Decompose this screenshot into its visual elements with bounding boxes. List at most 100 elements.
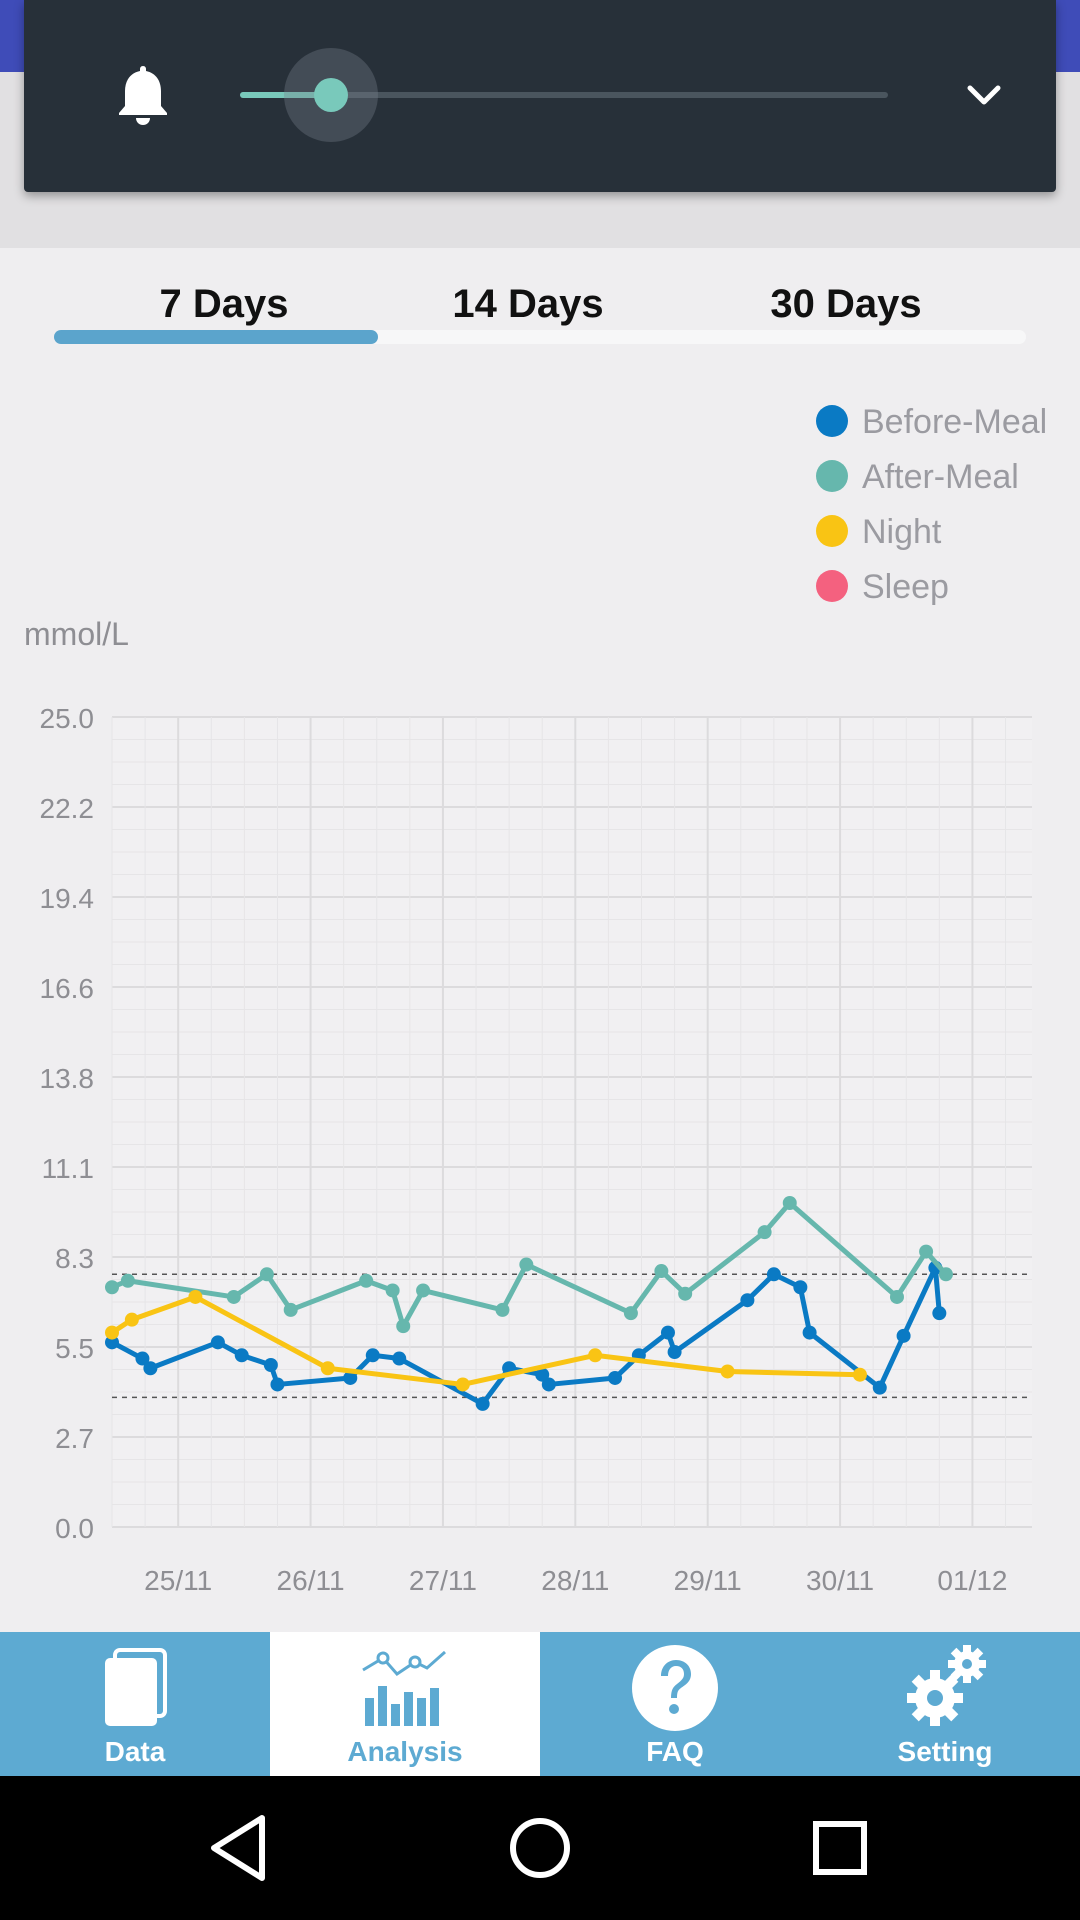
nav-item-setting[interactable]: Setting [810, 1632, 1080, 1776]
y-tick-label: 5.5 [55, 1333, 94, 1364]
data-point-before-meal [143, 1361, 158, 1376]
chart-grid [111, 716, 1032, 1528]
series-line-night [109, 1294, 863, 1387]
data-point-after-meal [654, 1264, 669, 1279]
data-point-after-meal [359, 1273, 374, 1288]
data-point-after-meal [259, 1267, 274, 1282]
data-point-before-meal [210, 1335, 225, 1350]
nav-item-analysis[interactable]: Analysis [270, 1632, 540, 1776]
data-point-after-meal [519, 1257, 534, 1272]
system-nav-bar [0, 1776, 1080, 1920]
volume-slider-fill [240, 92, 331, 98]
y-tick-label: 0.0 [55, 1513, 94, 1544]
data-point-before-meal [475, 1396, 490, 1411]
y-tick-label: 16.6 [40, 973, 95, 1004]
tab-7-days[interactable]: 7 Days [159, 282, 289, 326]
y-axis-unit-label: mmol/L [24, 616, 129, 652]
data-point-night [105, 1325, 119, 1340]
nav-label-setting: Setting [897, 1736, 993, 1767]
legend-dot-after-meal [816, 460, 848, 492]
legend-dot-night [816, 515, 848, 547]
x-tick-label: 25/11 [144, 1565, 212, 1596]
data-point-before-meal [872, 1380, 887, 1395]
series-before-meal [105, 1260, 947, 1411]
data-point-night [720, 1364, 735, 1379]
data-point-before-meal [541, 1377, 556, 1392]
tab-30-days[interactable]: 30 Days [770, 282, 922, 326]
data-point-after-meal [678, 1286, 693, 1301]
faq-icon [632, 1645, 718, 1731]
x-tick-label: 26/11 [277, 1565, 345, 1596]
legend-label: After-Meal [862, 458, 1019, 496]
data-icon [105, 1648, 167, 1726]
y-tick-label: 2.7 [55, 1423, 94, 1454]
glucose-line-chart: 25.0 22.2 19.4 16.6 13.8 11.1 8.3 5.5 2.7 0.0 25/… [40, 703, 1032, 1596]
series-after-meal [105, 1196, 953, 1334]
data-point-before-meal [793, 1280, 808, 1295]
y-tick-label: 13.8 [40, 1063, 95, 1094]
data-point-night [588, 1348, 603, 1363]
data-point-after-meal [283, 1302, 298, 1317]
back-icon[interactable] [200, 1808, 280, 1888]
data-point-after-meal [495, 1302, 510, 1317]
x-tick-label: 28/11 [541, 1565, 609, 1596]
legend-label: Before-Meal [862, 403, 1048, 441]
data-point-after-meal [938, 1267, 953, 1282]
nav-label-analysis: Analysis [347, 1736, 463, 1767]
data-point-night [455, 1377, 470, 1392]
x-tick-label: 29/11 [674, 1565, 742, 1596]
data-point-after-meal [757, 1225, 772, 1240]
nav-item-data[interactable]: Data [0, 1632, 270, 1776]
data-point-after-meal [120, 1273, 135, 1288]
analysis-icon [362, 1650, 446, 1726]
data-point-before-meal [135, 1351, 150, 1366]
recents-icon[interactable] [800, 1808, 880, 1888]
data-point-before-meal [802, 1325, 817, 1340]
series-night [105, 1289, 867, 1392]
data-point-after-meal [919, 1244, 934, 1259]
data-point-night [124, 1312, 139, 1327]
data-point-after-meal [396, 1319, 411, 1334]
data-point-before-meal [270, 1377, 285, 1392]
data-point-before-meal [343, 1370, 358, 1385]
data-point-before-meal [766, 1267, 781, 1282]
volume-slider[interactable] [240, 92, 888, 98]
bottom-nav: Data Analysis FAQ [0, 1632, 1080, 1776]
x-axis-ticks: 25/11 26/11 27/11 28/11 29/11 30/11 01/12 [144, 1565, 1007, 1596]
data-point-after-meal [416, 1283, 431, 1298]
data-point-night [188, 1289, 203, 1304]
data-point-before-meal [608, 1370, 623, 1385]
y-tick-label: 19.4 [40, 883, 95, 914]
nav-label-faq: FAQ [646, 1736, 704, 1767]
data-point-night [852, 1367, 867, 1382]
chevron-down-icon[interactable] [964, 80, 1004, 110]
bell-icon[interactable] [114, 62, 172, 126]
data-point-before-meal [932, 1306, 947, 1321]
data-point-before-meal [392, 1351, 407, 1366]
x-tick-label: 27/11 [409, 1565, 477, 1596]
legend-label: Sleep [862, 568, 949, 606]
data-point-before-meal [660, 1325, 675, 1340]
data-point-before-meal [365, 1348, 380, 1363]
y-tick-label: 11.1 [42, 1153, 94, 1184]
gear-icon [907, 1645, 986, 1726]
legend-label: Night [862, 513, 942, 551]
home-icon[interactable] [500, 1808, 580, 1888]
nav-item-faq[interactable]: FAQ [540, 1632, 810, 1776]
legend-dot-before-meal [816, 405, 848, 437]
y-tick-label: 25.0 [40, 703, 95, 734]
chart-series [105, 1196, 953, 1411]
data-point-before-meal [234, 1348, 249, 1363]
x-tick-label: 01/12 [937, 1565, 1007, 1596]
data-point-before-meal [667, 1345, 682, 1360]
tab-14-days[interactable]: 14 Days [452, 282, 604, 326]
x-tick-label: 30/11 [806, 1565, 874, 1596]
tab-selected-indicator [54, 330, 378, 344]
data-point-before-meal [105, 1335, 119, 1350]
data-point-after-meal [385, 1283, 400, 1298]
y-axis-ticks: 25.0 22.2 19.4 16.6 13.8 11.1 8.3 5.5 2.7 0.0 [40, 703, 95, 1544]
data-point-after-meal [782, 1196, 797, 1210]
y-tick-label: 22.2 [40, 793, 95, 824]
data-point-after-meal [889, 1289, 904, 1304]
volume-slider-thumb[interactable] [313, 78, 348, 112]
